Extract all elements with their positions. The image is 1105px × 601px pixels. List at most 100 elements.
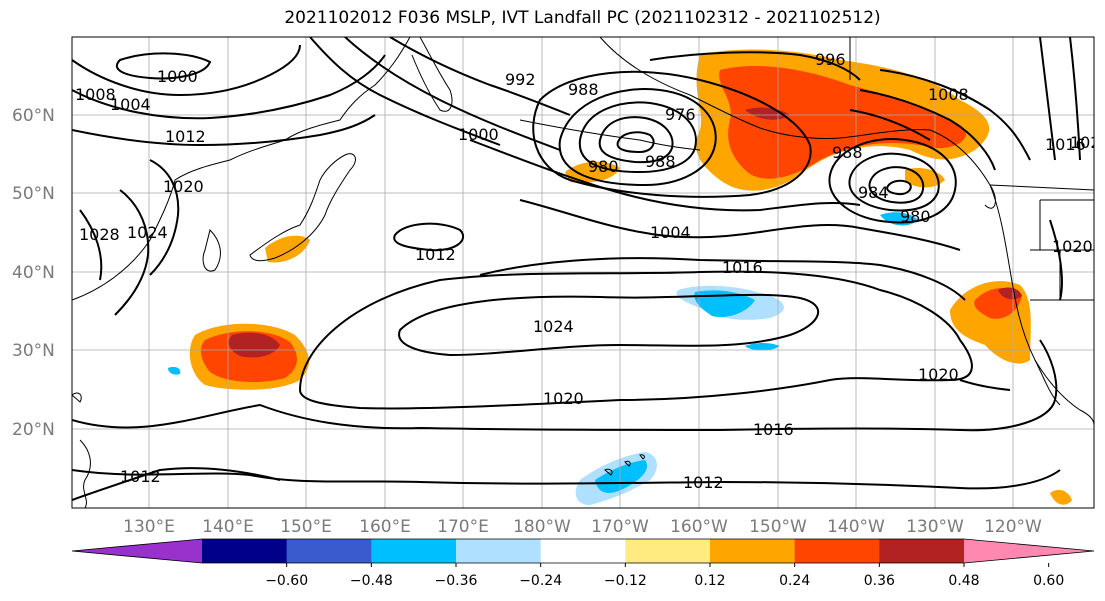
korea-coast (202, 229, 221, 272)
colorbar-tick-label: 0.48 (948, 573, 979, 589)
lon-label-170e: 170°E (437, 517, 489, 537)
isobar-1004-ne (859, 89, 996, 171)
colorbar-tick-label: 0.12 (694, 573, 725, 589)
canada-borders (849, 37, 1094, 250)
isobar-1004-nw (72, 44, 301, 97)
ivt-neg-mid-blue (694, 290, 755, 318)
ivt-neg-hawaii-blue (595, 460, 648, 493)
isobar-1012-nw (72, 114, 376, 147)
colorbar-tick-label: −0.60 (265, 573, 308, 589)
label-1008-nw: 1008 (75, 85, 116, 104)
latitude-labels: 60°N 50°N 40°N 30°N 20°N (12, 106, 55, 440)
colorbar-extend-low (72, 539, 202, 563)
isobar-1016-basin (72, 339, 1058, 432)
label-1020-se: 1020 (918, 365, 959, 384)
isobar-1020-coast (1049, 219, 1063, 301)
ivt-pos-japan-darkred (228, 332, 280, 358)
isobar-low1-core (616, 131, 655, 154)
label-1012-nw: 1012 (165, 127, 206, 146)
label-1004-nw: 1004 (110, 95, 151, 114)
isobar-sw-1012 (72, 467, 281, 501)
lon-label-130e: 130°E (123, 517, 175, 537)
ivt-pos-alaska-darkred (745, 107, 790, 120)
isobar-1008-ne (879, 69, 1031, 161)
isobar-1000-nw (115, 52, 212, 80)
ivt-neg-small2 (168, 366, 181, 375)
label-1020-high: 1020 (543, 389, 584, 408)
label-1024-high: 1024 (533, 317, 574, 336)
isobar-1024-w (114, 189, 150, 316)
ivt-pos-se-orange (1050, 489, 1072, 505)
colorbar-tick-label: −0.36 (435, 573, 478, 589)
label-992-n: 992 (505, 70, 536, 89)
ivt-positive-shading (189, 49, 1072, 505)
label-1020-coast: 1020 (1052, 237, 1093, 256)
colorbar-bin (625, 539, 711, 563)
lat-label-20: 20°N (12, 420, 55, 440)
japan-coast (249, 153, 356, 262)
isobar-nw-lines-3 (389, 37, 571, 116)
taiwan-coast (72, 392, 82, 403)
ivt-neg-small1 (745, 343, 780, 351)
isobar-low2-core (886, 179, 912, 196)
label-1012-south: 1012 (683, 473, 724, 492)
isobar-1020-high (298, 270, 973, 410)
isobar-low1-outer (558, 88, 717, 187)
label-1000-nw: 1000 (157, 67, 198, 86)
isobar-1000-mid (469, 139, 861, 212)
colorbar-bin (202, 539, 288, 563)
colorbar-tick-label: −0.24 (519, 573, 562, 589)
isobar-1004-mid (519, 199, 961, 251)
isobar-988-outer (532, 70, 812, 198)
isobar-low2-outer (828, 138, 957, 224)
label-980-low2: 980 (900, 207, 931, 226)
label-980-low1: 980 (588, 157, 619, 176)
philippines-coast (79, 439, 91, 508)
ivt-pos-honshu-orange (265, 235, 310, 263)
baja-coast (1034, 359, 1061, 406)
label-1016-south: 1016 (753, 420, 794, 439)
lon-label-140e: 140°E (202, 517, 254, 537)
label-1020-w: 1020 (163, 177, 204, 196)
lat-label-60: 60°N (12, 106, 55, 126)
lon-label-160e: 160°E (359, 517, 411, 537)
lon-label-150w: 150°W (749, 517, 807, 537)
isobar-1020-w (149, 159, 180, 276)
colorbar-tick-label: 0.60 (1033, 573, 1064, 589)
isobar-labels: 1000 1004 1008 1012 1020 1024 1028 1012 … (75, 50, 1094, 492)
isobar-1020-east (1069, 37, 1081, 161)
lat-label-50: 50°N (12, 184, 55, 204)
kamchatka-coast (411, 37, 453, 112)
lon-label-160w: 160°W (670, 517, 728, 537)
colorbar-extend-high (964, 539, 1094, 563)
isobar-nw-lines-1 (309, 37, 501, 146)
isobar-996-north (649, 51, 861, 81)
isobar-1016-upper (479, 257, 966, 301)
colorbar-tick-label: 0.36 (864, 573, 895, 589)
label-988-low1: 988 (645, 152, 676, 171)
isobar-nw-lines-2 (344, 37, 561, 151)
isobar-1028-w (79, 209, 103, 281)
lon-label-140w: 140°W (827, 517, 885, 537)
hawaii-islands (604, 454, 645, 476)
isobar-1012-south (72, 469, 1061, 490)
colorbar-bin (540, 539, 626, 563)
ivt-pos-low1-orange (565, 161, 620, 183)
ivt-pos-alaska-red (719, 65, 966, 179)
colorbar-tick-label: −0.12 (604, 573, 647, 589)
isobars (72, 37, 1081, 501)
label-1016-mid: 1016 (722, 258, 763, 277)
label-1028-w: 1028 (79, 225, 120, 244)
colorbar-bin (794, 539, 880, 563)
isobar-1024-high (398, 293, 820, 357)
label-1004-mid: 1004 (650, 223, 691, 242)
lon-label-170w: 170°W (591, 517, 649, 537)
ivt-pos-california-darkred (998, 287, 1022, 300)
na-west-coast (989, 184, 1094, 426)
isobar-1020-se (959, 379, 1011, 391)
label-1000-n: 1000 (458, 125, 499, 144)
longitude-labels: 130°E 140°E 150°E 160°E 170°E 180°W 170°… (123, 517, 1042, 537)
plot-title: 2021102012 F036 MSLP, IVT Landfall PC (2… (284, 8, 881, 28)
colorbar-bin (710, 539, 796, 563)
